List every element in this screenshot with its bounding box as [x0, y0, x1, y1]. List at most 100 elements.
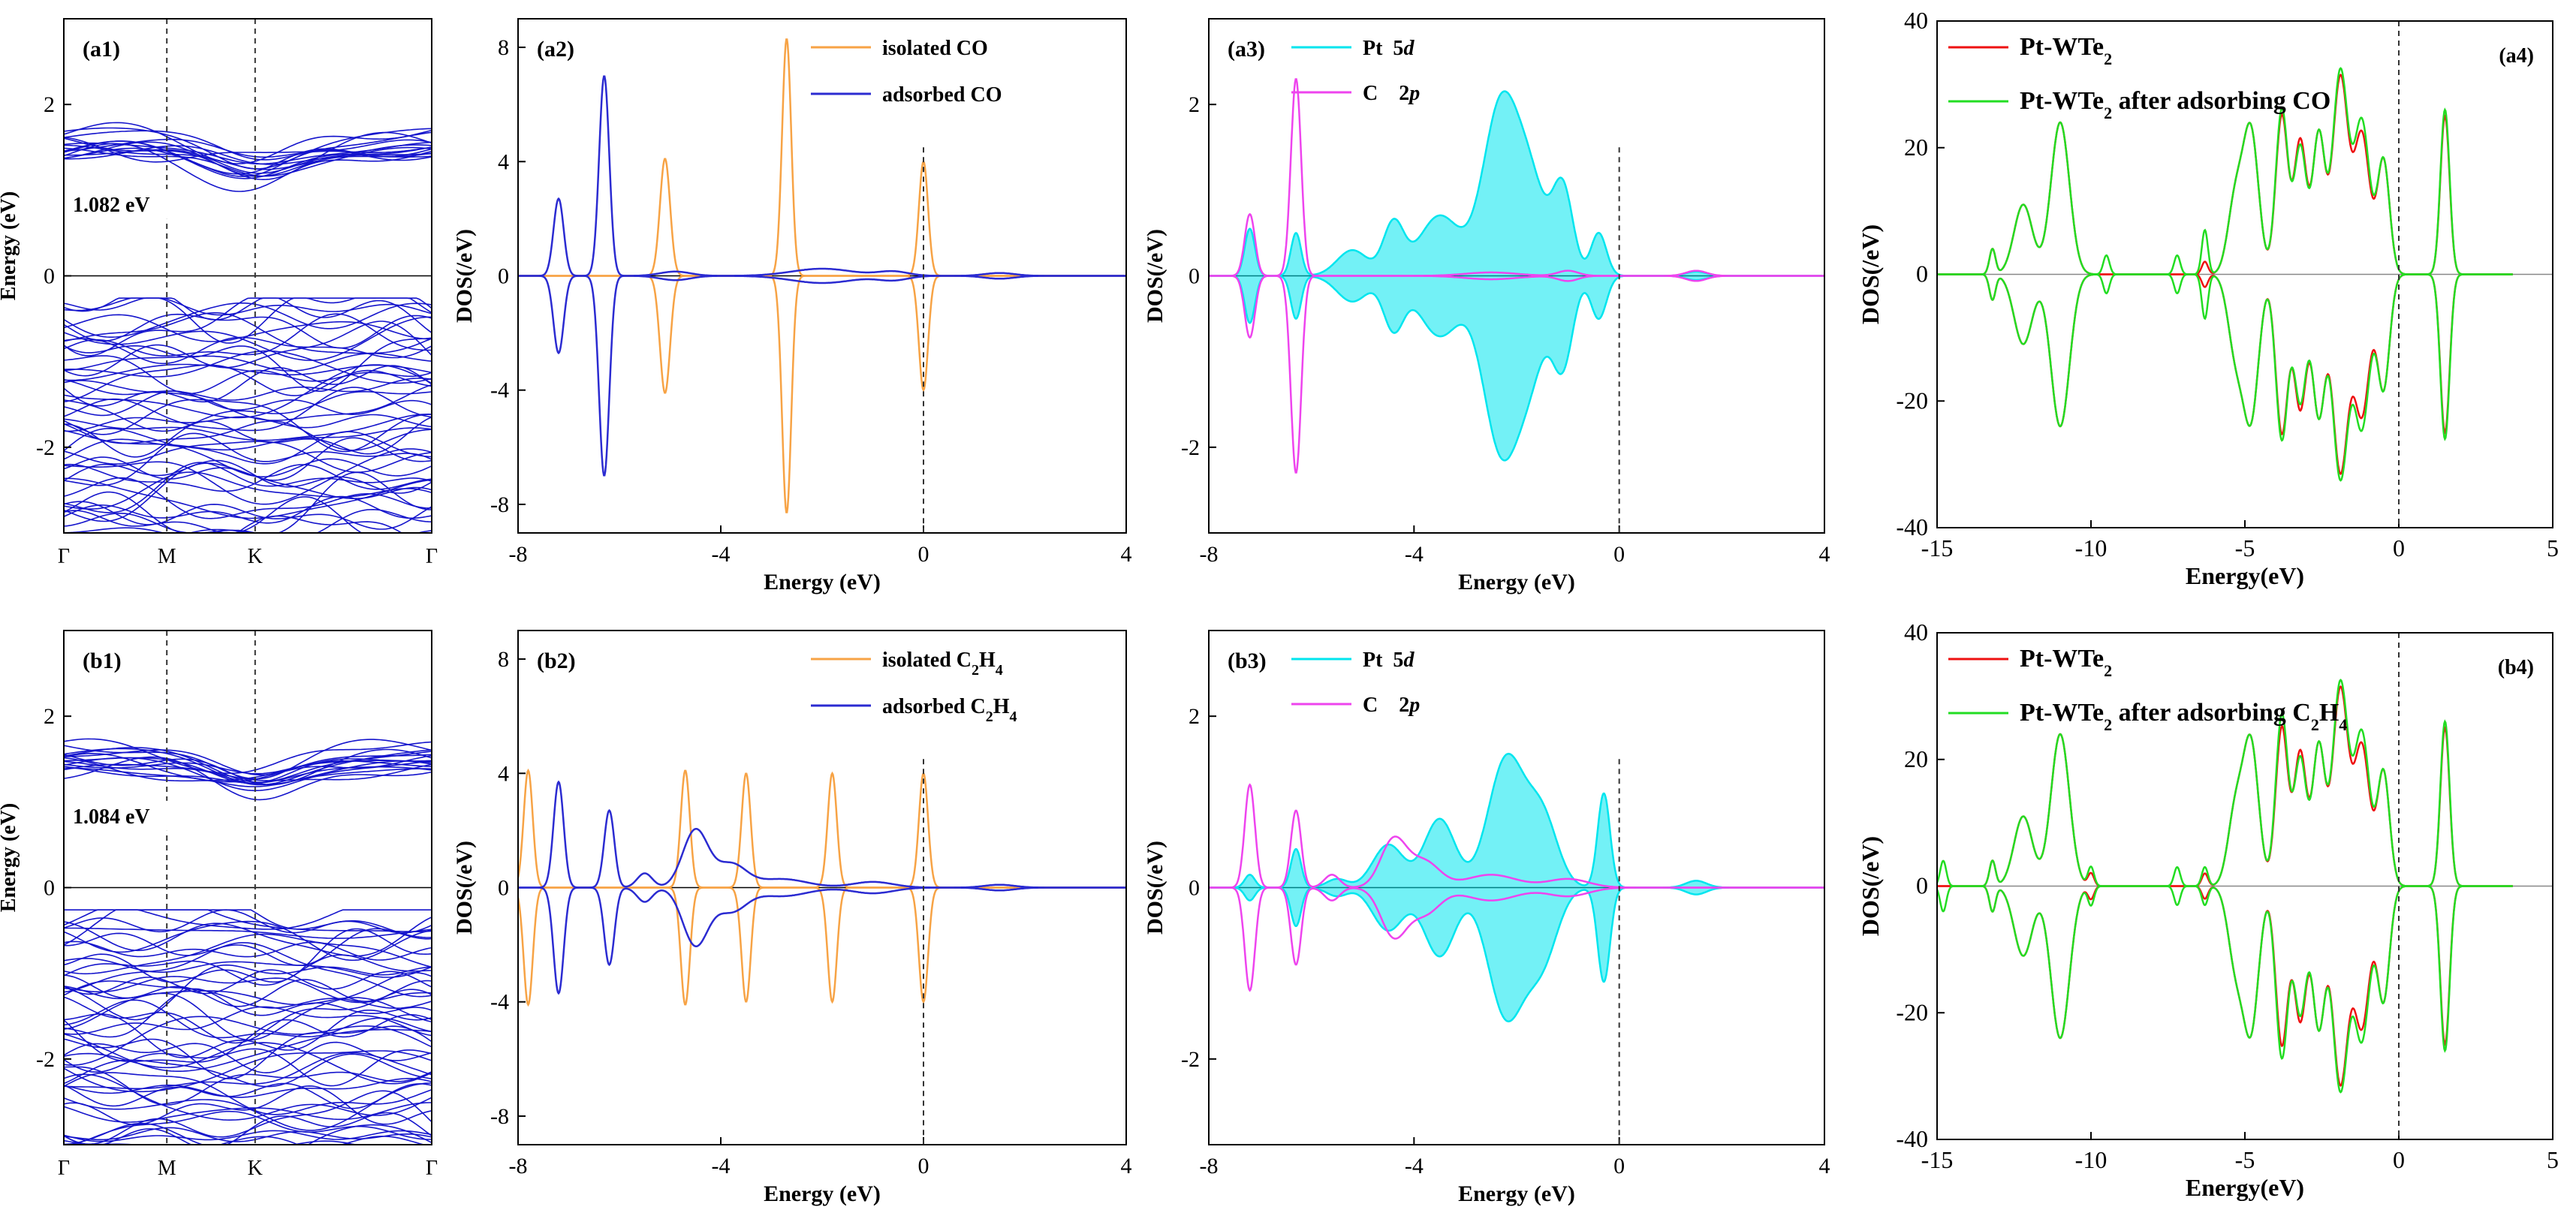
- k-point-label: K: [248, 1157, 263, 1180]
- valence-band: [64, 971, 432, 1041]
- valence-band: [64, 941, 432, 961]
- series-line-down: [1937, 885, 2513, 1094]
- y-tick-label: -2: [1181, 1047, 1200, 1072]
- valence-band: [64, 1078, 432, 1098]
- y-tick-label: 4: [498, 761, 509, 786]
- valence-band: [64, 462, 432, 522]
- valence-band: [64, 1127, 432, 1142]
- y-tick-label: 8: [498, 35, 509, 60]
- x-tick-label: -4: [712, 542, 731, 567]
- y-tick-label: 2: [44, 704, 55, 729]
- y-tick-label: 2: [1189, 704, 1200, 729]
- y-axis-label: DOS(/eV): [452, 841, 477, 935]
- plot-area: [1209, 78, 1824, 474]
- valence-band: [64, 391, 432, 432]
- series-line-down: [518, 886, 1126, 1007]
- panel-label-a1: (a1): [83, 37, 120, 62]
- series-line-down: [518, 275, 1126, 477]
- valence-band: [64, 999, 432, 1039]
- y-tick-label: 0: [1916, 872, 1928, 899]
- k-point-label: Γ: [426, 1157, 438, 1180]
- panel-label-a2: (a2): [537, 37, 574, 62]
- series-line-down: [1209, 275, 1824, 474]
- panel-label-b2: (b2): [537, 649, 576, 673]
- x-tick-label: 4: [1121, 542, 1132, 567]
- x-tick-label: 0: [918, 1154, 929, 1178]
- panel-a1: 1.082 eV -2 0 2 Γ M K Γ Energy (eV) (a1): [0, 18, 438, 568]
- series-line-up: [518, 75, 1126, 277]
- x-tick-label: -4: [1405, 1154, 1424, 1178]
- valence-band: [64, 378, 432, 401]
- conduction-band: [64, 747, 432, 784]
- valence-band: [64, 431, 432, 465]
- panel-a3: -8 -4 0 4 2 0 -2 Energy (eV) DOS(/eV) Pt 5d C 2p (a…: [1143, 18, 1830, 594]
- legend-label: C 2p: [1363, 82, 1420, 105]
- valence-band: [64, 1130, 432, 1142]
- band-structure: [64, 738, 432, 1145]
- conduction-band: [64, 130, 432, 161]
- valence-band: [64, 313, 432, 349]
- y-tick-label: 0: [498, 876, 509, 901]
- x-tick-label: -15: [1921, 534, 1954, 561]
- x-tick-label: 0: [2393, 534, 2405, 561]
- valence-band: [64, 928, 432, 967]
- x-axis-label: Energy (eV): [764, 1181, 881, 1206]
- y-tick-label: 8: [498, 647, 509, 672]
- conduction-band: [64, 141, 432, 177]
- valence-band: [64, 448, 432, 505]
- conduction-band: [64, 137, 432, 163]
- band-gap-label: 1.084 eV: [73, 805, 150, 829]
- legend-label: adsorbed CO: [882, 83, 1002, 107]
- valence-band: [64, 441, 432, 473]
- conduction-band: [64, 763, 432, 781]
- y-axis-label: Energy (eV): [0, 191, 20, 300]
- band-gap-label: 1.082 eV: [73, 194, 150, 217]
- panel-b2: -8 -4 0 4 8 4 0 -4 -8 Energy (eV) DOS(/eV) isolated…: [452, 630, 1132, 1206]
- valence-band: [64, 990, 432, 1030]
- x-axis-label: Energy (eV): [1458, 1181, 1575, 1206]
- legend-label: adsorbed C2H4: [882, 695, 1017, 725]
- y-axis-label: DOS(/eV): [1857, 224, 1884, 324]
- x-tick-label: 5: [2547, 534, 2559, 561]
- conduction-band: [64, 122, 432, 164]
- y-tick-label: -2: [36, 1047, 55, 1072]
- legend-label: C 2p: [1363, 694, 1420, 717]
- series-line-up: [518, 780, 1126, 889]
- plot-frame: [1208, 18, 1825, 534]
- valence-band: [64, 1102, 432, 1123]
- valence-band: [64, 390, 432, 417]
- series-line-down: [1937, 273, 2513, 482]
- valence-band: [64, 527, 166, 533]
- conduction-band: [64, 138, 432, 158]
- valence-band: [64, 1025, 432, 1079]
- valence-band: [64, 920, 432, 962]
- x-tick-label: -4: [712, 1154, 731, 1178]
- valence-band: [64, 1112, 432, 1145]
- legend-label: isolated CO: [882, 37, 988, 60]
- valence-band: [64, 942, 432, 998]
- valence-band: [64, 1085, 432, 1126]
- valence-band: [64, 909, 432, 934]
- valence-band: [64, 928, 432, 983]
- y-tick-label: 40: [1904, 619, 1928, 646]
- y-axis-label: Energy (eV): [0, 803, 20, 912]
- plot-area: [518, 38, 1126, 513]
- x-tick-label: -15: [1921, 1146, 1954, 1173]
- valence-band: [64, 427, 432, 478]
- k-point-label: Γ: [58, 1157, 70, 1180]
- conduction-band: [64, 145, 432, 165]
- valence-band: [64, 471, 432, 533]
- valence-band: [64, 1041, 432, 1074]
- plot-frame: [1208, 630, 1825, 1145]
- plot-area: [1209, 752, 1824, 1023]
- valence-band: [64, 337, 432, 392]
- y-tick-label: 0: [1189, 876, 1200, 901]
- valence-band: [64, 336, 432, 365]
- valence-band: [64, 496, 432, 533]
- valence-band: [64, 909, 432, 930]
- valence-band: [64, 380, 432, 421]
- conduction-band: [64, 127, 432, 170]
- y-axis-label: DOS(/eV): [452, 229, 477, 323]
- x-tick-label: 0: [1613, 542, 1625, 567]
- y-tick-label: -40: [1896, 513, 1928, 540]
